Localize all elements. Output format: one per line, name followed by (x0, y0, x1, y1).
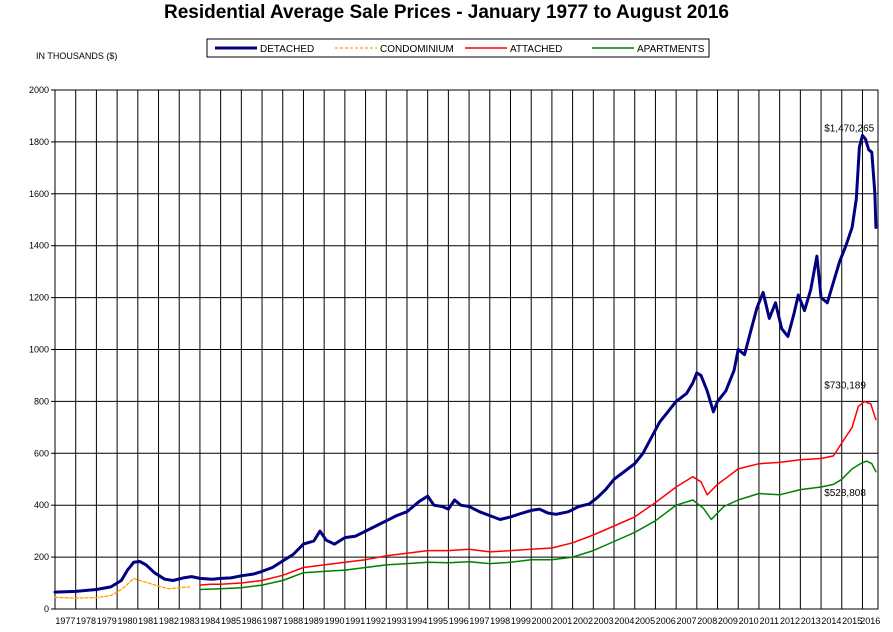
x-tick-label: 2008 (697, 616, 717, 626)
x-tick-label: 1987 (262, 616, 282, 626)
y-tick-label: 1000 (29, 345, 49, 355)
x-tick-label: 1980 (117, 616, 137, 626)
series-line-attached (199, 400, 877, 586)
y-tick-label: 600 (34, 448, 49, 458)
data-label: $730,189 (824, 380, 866, 391)
x-tick-label: 2000 (532, 616, 552, 626)
x-tick-label: 1982 (159, 616, 179, 626)
x-tick-label: 1996 (449, 616, 469, 626)
series-line-detached (53, 133, 878, 594)
x-tick-label: 1990 (324, 616, 344, 626)
legend-entry: APARTMENTS (637, 44, 705, 55)
x-tick-label: 1979 (97, 616, 117, 626)
x-tick-label: 2013 (801, 616, 821, 626)
x-tick-label: 2010 (739, 616, 759, 626)
x-tick-label: 1983 (180, 616, 200, 626)
series-line-apartments (199, 460, 877, 591)
x-tick-label: 1985 (221, 616, 241, 626)
x-tick-label: 1986 (242, 616, 262, 626)
x-tick-label: 2012 (780, 616, 800, 626)
annotations: $1,470,265 $730,189 $528,808 (824, 124, 874, 500)
x-tick-label: 2006 (656, 616, 676, 626)
y-tick-label: 0 (44, 604, 49, 614)
y-tick-label: 400 (34, 500, 49, 510)
x-axis-ticks: 1977 1978 1979 1980 1981 1982 1983 1984 1985 1986… (55, 616, 880, 626)
x-tick-label: 2015 (842, 616, 862, 626)
legend-entry: DETACHED (260, 44, 314, 55)
x-tick-label: 1989 (304, 616, 324, 626)
y-tick-label: 800 (34, 396, 49, 406)
x-tick-label: 1984 (200, 616, 220, 626)
legend: DETACHED CONDOMINIUM ATTACHED APARTMENTS (206, 38, 710, 58)
y-tick-label: 1800 (29, 137, 49, 147)
series-lines (53, 133, 878, 599)
x-tick-label: 1988 (283, 616, 303, 626)
x-tick-label: 1994 (407, 616, 427, 626)
x-tick-label: 2005 (635, 616, 655, 626)
y-axis-label: IN THOUSANDS ($) (36, 51, 118, 61)
legend-entry: CONDOMINIUM (380, 44, 454, 55)
x-tick-label: 1993 (387, 616, 407, 626)
data-label: $1,470,265 (824, 124, 874, 135)
x-tick-label: 2011 (760, 616, 779, 626)
y-tick-label: 200 (34, 552, 49, 562)
legend-box (206, 38, 710, 58)
data-label: $528,808 (824, 488, 866, 499)
x-tick-label: 1981 (138, 616, 158, 626)
x-tick-label: 1999 (511, 616, 531, 626)
x-tick-label: 2009 (718, 616, 738, 626)
y-tick-label: 1200 (29, 293, 49, 303)
y-axis-ticks: 0 200 400 600 800 1000 1200 1400 1600 1800 2000 (29, 85, 55, 614)
grid (54, 89, 879, 610)
x-tick-label: 2001 (552, 616, 572, 626)
x-tick-label: 1992 (366, 616, 386, 626)
x-tick-label: 2016 (860, 616, 880, 626)
y-tick-label: 2000 (29, 85, 49, 95)
x-tick-label: 2003 (594, 616, 614, 626)
x-tick-label: 2007 (676, 616, 696, 626)
y-tick-label: 1400 (29, 241, 49, 251)
x-tick-label: 1978 (76, 616, 96, 626)
x-tick-label: 1998 (490, 616, 510, 626)
x-tick-label: 1997 (469, 616, 489, 626)
x-tick-label: 1977 (55, 616, 75, 626)
chart-title: Residential Average Sale Prices - Januar… (164, 2, 729, 23)
y-tick-label: 1600 (29, 189, 49, 199)
x-tick-label: 2014 (821, 616, 841, 626)
x-tick-label: 1991 (345, 616, 365, 626)
x-tick-label: 1995 (428, 616, 448, 626)
x-tick-label: 2002 (573, 616, 593, 626)
series-line-condominium (54, 577, 191, 599)
legend-entry: ATTACHED (510, 44, 562, 55)
x-tick-label: 2004 (614, 616, 634, 626)
